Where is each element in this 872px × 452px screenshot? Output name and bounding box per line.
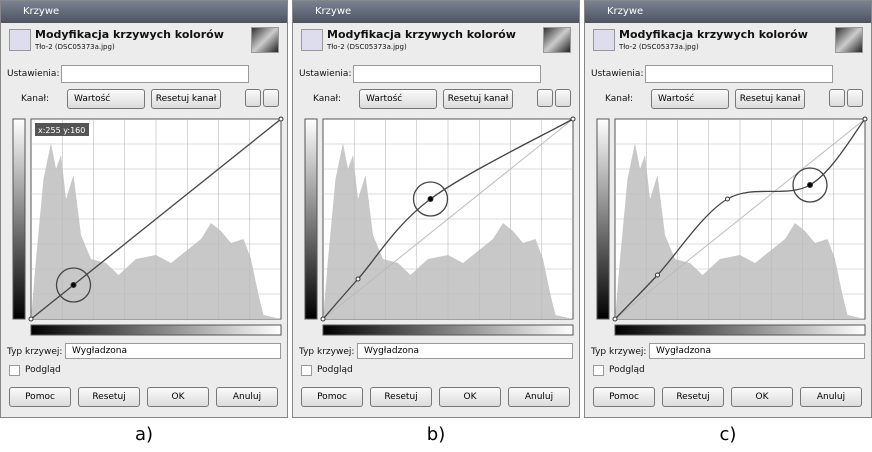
window-title: Krzywe — [23, 6, 59, 17]
value-bar-vertical — [13, 119, 25, 319]
control-point — [656, 273, 660, 277]
dialog-button[interactable]: Resetuj — [370, 387, 432, 407]
dialog-button[interactable]: Anuluj — [508, 387, 570, 407]
subtitle: Tło-2 (DSC05373a.jpg) — [35, 43, 115, 51]
curve-editor[interactable] — [293, 113, 580, 343]
thumbnail — [835, 27, 863, 53]
heading: Modyfikacja krzywych kolorów — [327, 28, 516, 41]
log-view-button[interactable] — [555, 89, 571, 107]
channel-label: Kanał: — [21, 94, 49, 104]
control-point — [863, 117, 867, 121]
presets-combo[interactable] — [61, 65, 249, 83]
tooltip: x:255 y:160 — [38, 126, 85, 135]
channel-label: Kanał: — [605, 94, 633, 104]
preview-label: Podgląd — [317, 365, 353, 375]
dialog-icon — [9, 29, 31, 51]
thumbnail — [251, 27, 279, 53]
linear-view-button[interactable] — [537, 89, 553, 107]
page: (() => { const data = JSON.parse(documen… — [0, 0, 872, 452]
preview-checkbox[interactable] — [301, 365, 312, 376]
dialog-button[interactable]: OK — [731, 387, 793, 407]
curve-type-label: Typ krzywej: — [7, 347, 62, 357]
channel-combo[interactable]: Wartość — [651, 89, 729, 109]
control-point — [571, 117, 575, 121]
window-title: Krzywe — [607, 6, 643, 17]
dialog-icon — [593, 29, 615, 51]
log-view-button[interactable] — [847, 89, 863, 107]
value-bar-horizontal — [31, 325, 281, 335]
curve-type-label: Typ krzywej: — [591, 347, 646, 357]
linear-view-button[interactable] — [829, 89, 845, 107]
presets-combo[interactable] — [645, 65, 833, 83]
channel-label: Kanał: — [313, 94, 341, 104]
control-point — [726, 197, 730, 201]
reset-channel-button[interactable]: Resetuj kanał — [735, 89, 805, 109]
dialog-button[interactable]: Pomoc — [9, 387, 71, 407]
dialog-button[interactable]: Resetuj — [78, 387, 140, 407]
curve-type-combo[interactable]: Wygładzona — [649, 343, 865, 359]
subtitle: Tło-2 (DSC05373a.jpg) — [619, 43, 699, 51]
value-bar-horizontal — [323, 325, 573, 335]
dialog-button[interactable]: Pomoc — [301, 387, 363, 407]
control-point — [321, 317, 325, 321]
heading: Modyfikacja krzywych kolorów — [35, 28, 224, 41]
subtitle: Tło-2 (DSC05373a.jpg) — [327, 43, 407, 51]
dialog-button[interactable]: Resetuj — [662, 387, 724, 407]
heading: Modyfikacja krzywych kolorów — [619, 28, 808, 41]
close-button[interactable] — [559, 4, 573, 18]
value-bar-vertical — [597, 119, 609, 319]
dialog-icon — [301, 29, 323, 51]
channel-combo[interactable]: Wartość — [67, 89, 145, 109]
dialog-button[interactable]: Anuluj — [216, 387, 278, 407]
control-point — [356, 277, 360, 281]
curve-editor[interactable]: x:255 y:160 — [1, 113, 288, 343]
preview-label: Podgląd — [609, 365, 645, 375]
active-point — [71, 283, 76, 288]
dialog-button[interactable]: Anuluj — [800, 387, 862, 407]
close-button[interactable] — [267, 4, 281, 18]
curves-dialog: Krzywe Modyfikacja krzywych kolorów Tło-2 … — [584, 0, 872, 418]
dialog-button[interactable]: Pomoc — [593, 387, 655, 407]
window-title: Krzywe — [315, 6, 351, 17]
linear-view-button[interactable] — [245, 89, 261, 107]
curves-dialog: Krzywe Modyfikacja krzywych kolorów Tło-2 … — [292, 0, 580, 418]
curve-type-combo[interactable]: Wygładzona — [65, 343, 281, 359]
control-point — [29, 317, 33, 321]
dialog-button[interactable]: OK — [147, 387, 209, 407]
reset-channel-button[interactable]: Resetuj kanał — [443, 89, 513, 109]
control-point — [279, 117, 283, 121]
presets-combo[interactable] — [353, 65, 541, 83]
caption: b) — [416, 424, 456, 445]
caption: a) — [124, 424, 164, 445]
close-button[interactable] — [851, 4, 865, 18]
preview-checkbox[interactable] — [593, 365, 604, 376]
caption: c) — [708, 424, 748, 445]
control-point — [613, 317, 617, 321]
active-point — [808, 183, 813, 188]
curve-type-combo[interactable]: Wygładzona — [357, 343, 573, 359]
presets-label: Ustawienia: — [7, 69, 59, 79]
log-view-button[interactable] — [263, 89, 279, 107]
thumbnail — [543, 27, 571, 53]
curve-type-label: Typ krzywej: — [299, 347, 354, 357]
presets-label: Ustawienia: — [299, 69, 351, 79]
dialog-button[interactable]: OK — [439, 387, 501, 407]
channel-combo[interactable]: Wartość — [359, 89, 437, 109]
value-bar-horizontal — [615, 325, 865, 335]
active-point — [428, 197, 433, 202]
curve-editor[interactable] — [585, 113, 872, 343]
preview-label: Podgląd — [25, 365, 61, 375]
curves-dialog: Krzywe Modyfikacja krzywych kolorów Tło-2 … — [0, 0, 288, 418]
presets-label: Ustawienia: — [591, 69, 643, 79]
value-bar-vertical — [305, 119, 317, 319]
preview-checkbox[interactable] — [9, 365, 20, 376]
reset-channel-button[interactable]: Resetuj kanał — [151, 89, 221, 109]
